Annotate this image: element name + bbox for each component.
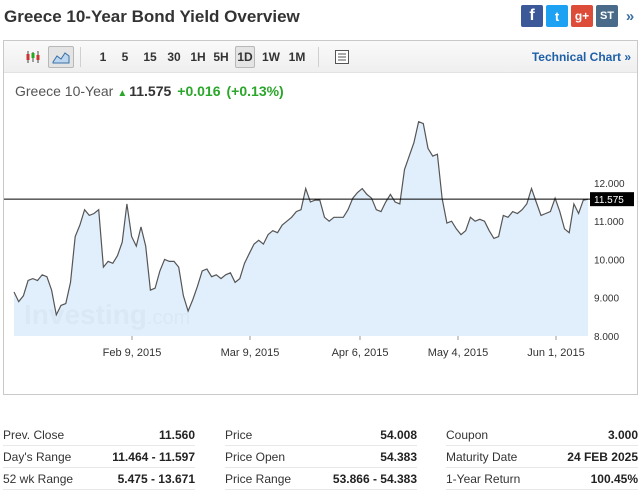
stat-label: Price Range <box>225 471 292 486</box>
stat-value: 5.475 - 13.671 <box>117 471 195 486</box>
twitter-icon[interactable]: t <box>546 5 568 27</box>
stat-row: Coupon 3.000 <box>446 424 638 446</box>
y-tick-label: 9.000 <box>594 294 619 305</box>
stat-row: 1-Year Return 100.45% <box>446 468 638 490</box>
timeframe-1h[interactable]: 1H <box>190 50 206 64</box>
stat-label: 52 wk Range <box>3 471 74 486</box>
stat-value: 54.008 <box>380 427 417 442</box>
up-arrow-icon: ▲ <box>117 88 128 99</box>
toolbar-separator <box>80 47 81 67</box>
stat-value: 3.000 <box>607 427 638 442</box>
stat-row: Maturity Date 24 FEB 2025 <box>446 446 638 468</box>
technical-chart-link[interactable]: Technical Chart » <box>531 50 631 64</box>
stat-value: 54.383 <box>380 449 417 464</box>
facebook-icon[interactable]: f <box>521 5 543 27</box>
timeframe-1d[interactable]: 1D <box>235 46 255 68</box>
stat-label: Maturity Date <box>446 449 518 464</box>
stat-value: 53.866 - 54.383 <box>332 471 417 486</box>
y-tick-label: 11.000 <box>594 217 624 228</box>
x-tick-label: Mar 9, 2015 <box>221 347 280 359</box>
chart-toolbar: 1 5 15 30 1H 5H 1D 1W 1M Technical Chart » <box>4 41 637 73</box>
stat-value: 11.464 - 11.597 <box>112 449 195 464</box>
series-area <box>14 121 588 336</box>
stat-row: 52 wk Range 5.475 - 13.671 <box>3 468 195 490</box>
timeframe-1m[interactable]: 1M <box>288 50 306 64</box>
x-tick-label: Jun 1, 2015 <box>527 347 585 359</box>
stat-label: 1-Year Return <box>446 471 521 486</box>
stat-value: 24 FEB 2025 <box>567 449 638 464</box>
stat-label: Day's Range <box>3 449 72 464</box>
stat-row: Day's Range 11.464 - 11.597 <box>3 446 195 468</box>
x-tick-label: Apr 6, 2015 <box>332 347 389 359</box>
stocktwits-icon[interactable]: ST <box>596 5 618 27</box>
price-change: +0.016 <box>177 83 221 99</box>
timeframe-1w[interactable]: 1W <box>262 50 280 64</box>
y-tick-label: 8.000 <box>594 332 619 343</box>
social-share-bar: f t g+ ST » <box>521 5 639 27</box>
timeframe-5h[interactable]: 5H <box>213 50 229 64</box>
stat-row: Prev. Close 11.560 <box>3 424 195 446</box>
timeframe-5[interactable]: 5 <box>121 50 129 64</box>
last-price: 11.575 <box>129 83 172 99</box>
stat-label: Price Open <box>225 449 286 464</box>
google-plus-icon[interactable]: g+ <box>571 5 593 27</box>
timeframe-1[interactable]: 1 <box>99 50 107 64</box>
x-tick-label: May 4, 2015 <box>428 347 489 359</box>
price-change-percent: (+0.13%) <box>226 83 284 99</box>
y-tick-label: 12.000 <box>594 179 625 190</box>
price-tag-label: 11.575 <box>594 195 624 206</box>
stat-row: Price Range 53.866 - 54.383 <box>225 468 417 490</box>
timeframe-15[interactable]: 15 <box>143 50 157 64</box>
settings-panel-icon[interactable] <box>329 46 355 68</box>
timeframe-30[interactable]: 30 <box>167 50 181 64</box>
page-title: Greece 10-Year Bond Yield Overview <box>4 7 300 26</box>
stat-value: 11.560 <box>158 427 195 442</box>
toolbar-separator <box>318 47 319 67</box>
area-chart-icon[interactable] <box>48 46 74 68</box>
y-tick-label: 10.000 <box>594 255 625 266</box>
more-share-icon[interactable]: » <box>621 5 639 27</box>
stat-label: Coupon <box>446 427 489 442</box>
instrument-name: Greece 10-Year <box>15 83 114 99</box>
stat-row: Price Open 54.383 <box>225 446 417 468</box>
stat-label: Prev. Close <box>3 427 65 442</box>
price-tag <box>590 192 634 207</box>
quote-header: Greece 10-Year ▲ 11.575 +0.016 (+0.13%) <box>15 83 284 99</box>
stat-value: 100.45% <box>590 471 638 486</box>
stat-label: Price <box>225 427 253 442</box>
x-tick-label: Feb 9, 2015 <box>103 347 162 359</box>
yield-chart: Investing.com12.00011.00010.0009.0008.00… <box>4 114 634 359</box>
stat-row: Price 54.008 <box>225 424 417 446</box>
candlestick-chart-icon[interactable] <box>20 46 46 68</box>
series-line <box>13 120 589 317</box>
